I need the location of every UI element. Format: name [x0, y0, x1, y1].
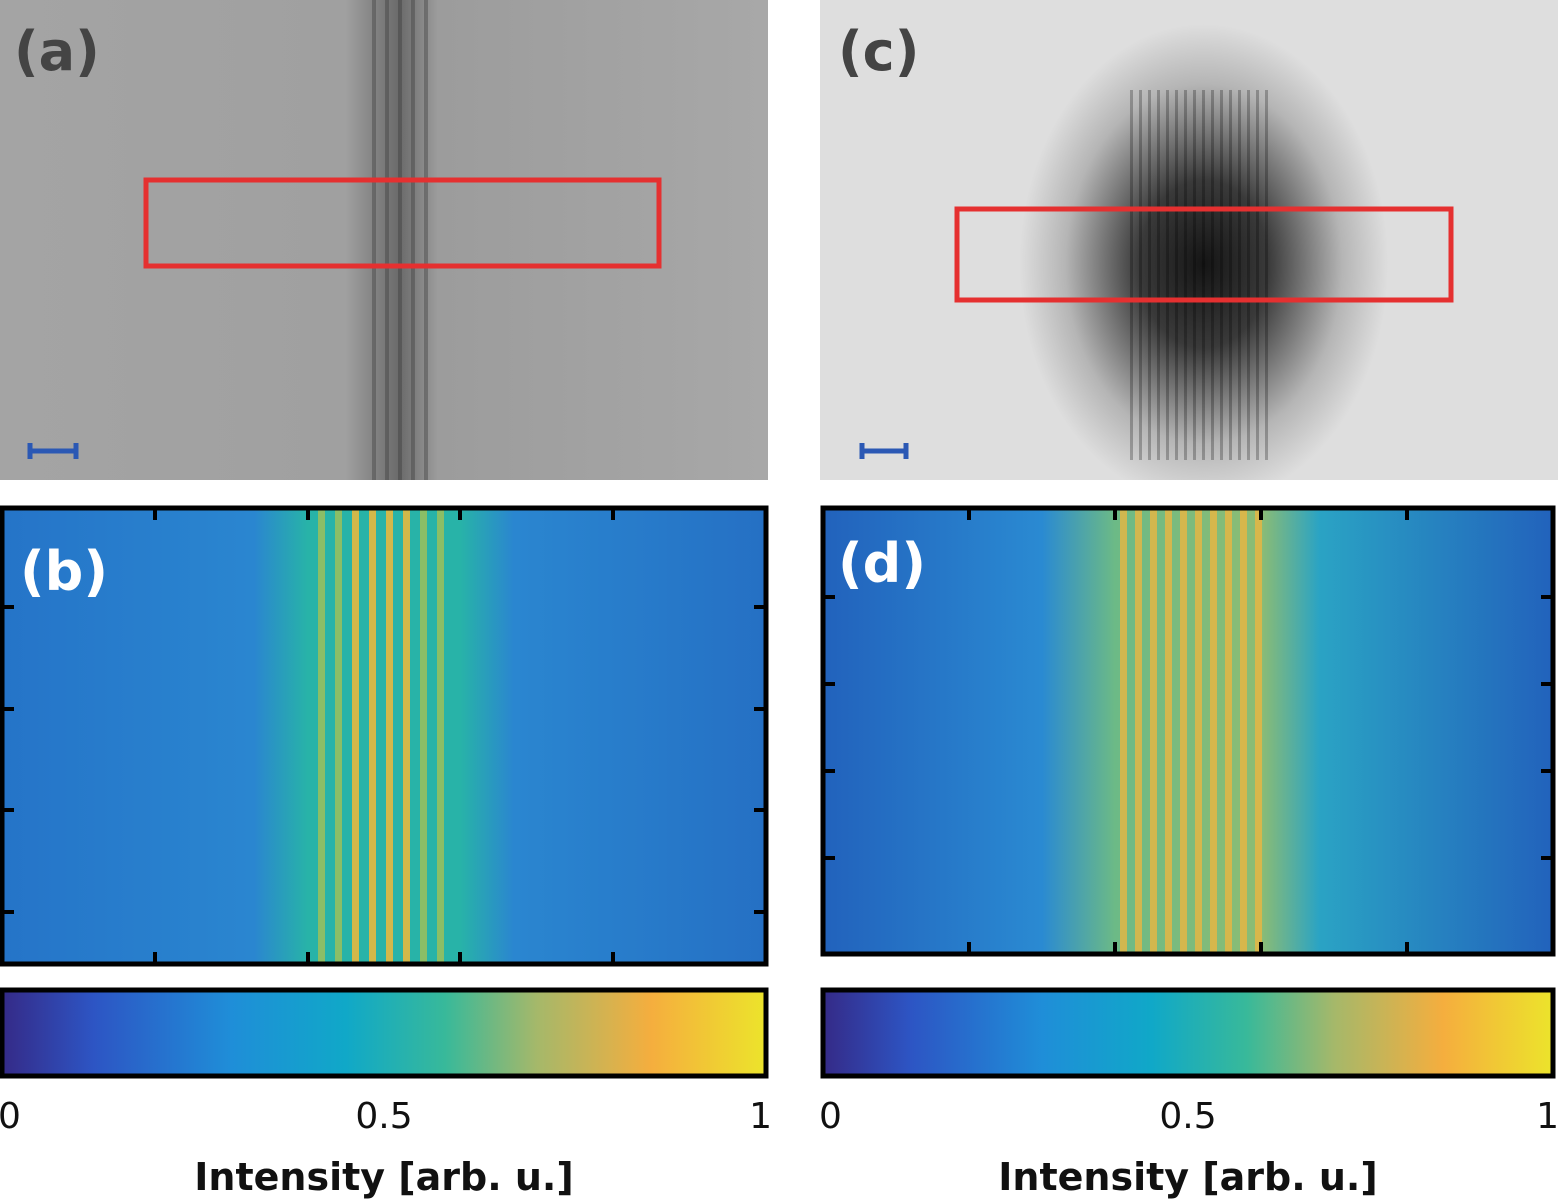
- image-a: [0, 0, 768, 480]
- stripe: [1255, 510, 1262, 952]
- fringe: [411, 0, 415, 480]
- stripe: [1120, 510, 1127, 952]
- stripe: [1150, 510, 1157, 952]
- stripe: [420, 510, 427, 962]
- fringes: [1130, 90, 1268, 460]
- stripe: [403, 510, 410, 962]
- stripe: [386, 510, 393, 962]
- panel-label: (a): [14, 20, 100, 83]
- fringe: [1229, 90, 1232, 460]
- stripe: [1210, 510, 1217, 952]
- tick-label: 0.5: [1159, 1096, 1216, 1137]
- fringe: [1256, 90, 1259, 460]
- axis-ticks: [823, 508, 1553, 954]
- scale-bar: [27, 443, 79, 459]
- tick-label: 1: [1536, 1096, 1558, 1137]
- fringe: [1238, 90, 1241, 460]
- fringe: [1211, 90, 1214, 460]
- fringe: [1193, 90, 1196, 460]
- fringe: [1265, 90, 1268, 460]
- stripe: [352, 510, 359, 962]
- fringe: [372, 0, 376, 480]
- fringe: [1139, 90, 1142, 460]
- tick-label: 0: [0, 1096, 21, 1137]
- colorbar: [820, 987, 1556, 1079]
- stripe: [1180, 510, 1187, 952]
- heatmap-d: [823, 508, 1553, 954]
- tick-label: 0.5: [355, 1096, 412, 1137]
- image-c: [820, 0, 1558, 480]
- stripe: [1225, 510, 1232, 952]
- panel-label: (b): [20, 540, 108, 603]
- stripe: [335, 510, 342, 962]
- stripe: [318, 510, 325, 962]
- roi-box: [954, 206, 1454, 303]
- fringes: [372, 0, 428, 480]
- fringe: [1175, 90, 1178, 460]
- fringe: [1148, 90, 1151, 460]
- stripe: [1195, 510, 1202, 952]
- heatmap-b: [2, 508, 766, 964]
- fringe: [1130, 90, 1133, 460]
- stripe: [437, 510, 444, 962]
- stripe: [1135, 510, 1142, 952]
- fringe: [1247, 90, 1250, 460]
- fringe: [398, 0, 402, 480]
- axis-ticks: [2, 508, 766, 964]
- axis-label: Intensity [arb. u.]: [194, 1155, 573, 1199]
- tick-label: 0: [819, 1096, 842, 1137]
- stripe: [369, 510, 376, 962]
- fringe: [1157, 90, 1160, 460]
- scale-bar: [859, 443, 909, 459]
- roi-box: [143, 177, 662, 269]
- frame: [820, 505, 1556, 957]
- tick-label: 1: [749, 1096, 772, 1137]
- stripe: [1165, 510, 1172, 952]
- axis-label: Intensity [arb. u.]: [998, 1155, 1377, 1199]
- fringe: [1220, 90, 1223, 460]
- fringe: [385, 0, 389, 480]
- panel-label: (d): [838, 532, 926, 595]
- fringe: [1202, 90, 1205, 460]
- fringe: [1166, 90, 1169, 460]
- stripe: [1240, 510, 1247, 952]
- stripes: [318, 510, 444, 962]
- frame: [0, 505, 769, 967]
- panel-label: (c): [838, 20, 919, 83]
- fringe: [1184, 90, 1187, 460]
- stripes: [1120, 510, 1262, 952]
- colorbar: [0, 987, 769, 1079]
- fringe: [424, 0, 428, 480]
